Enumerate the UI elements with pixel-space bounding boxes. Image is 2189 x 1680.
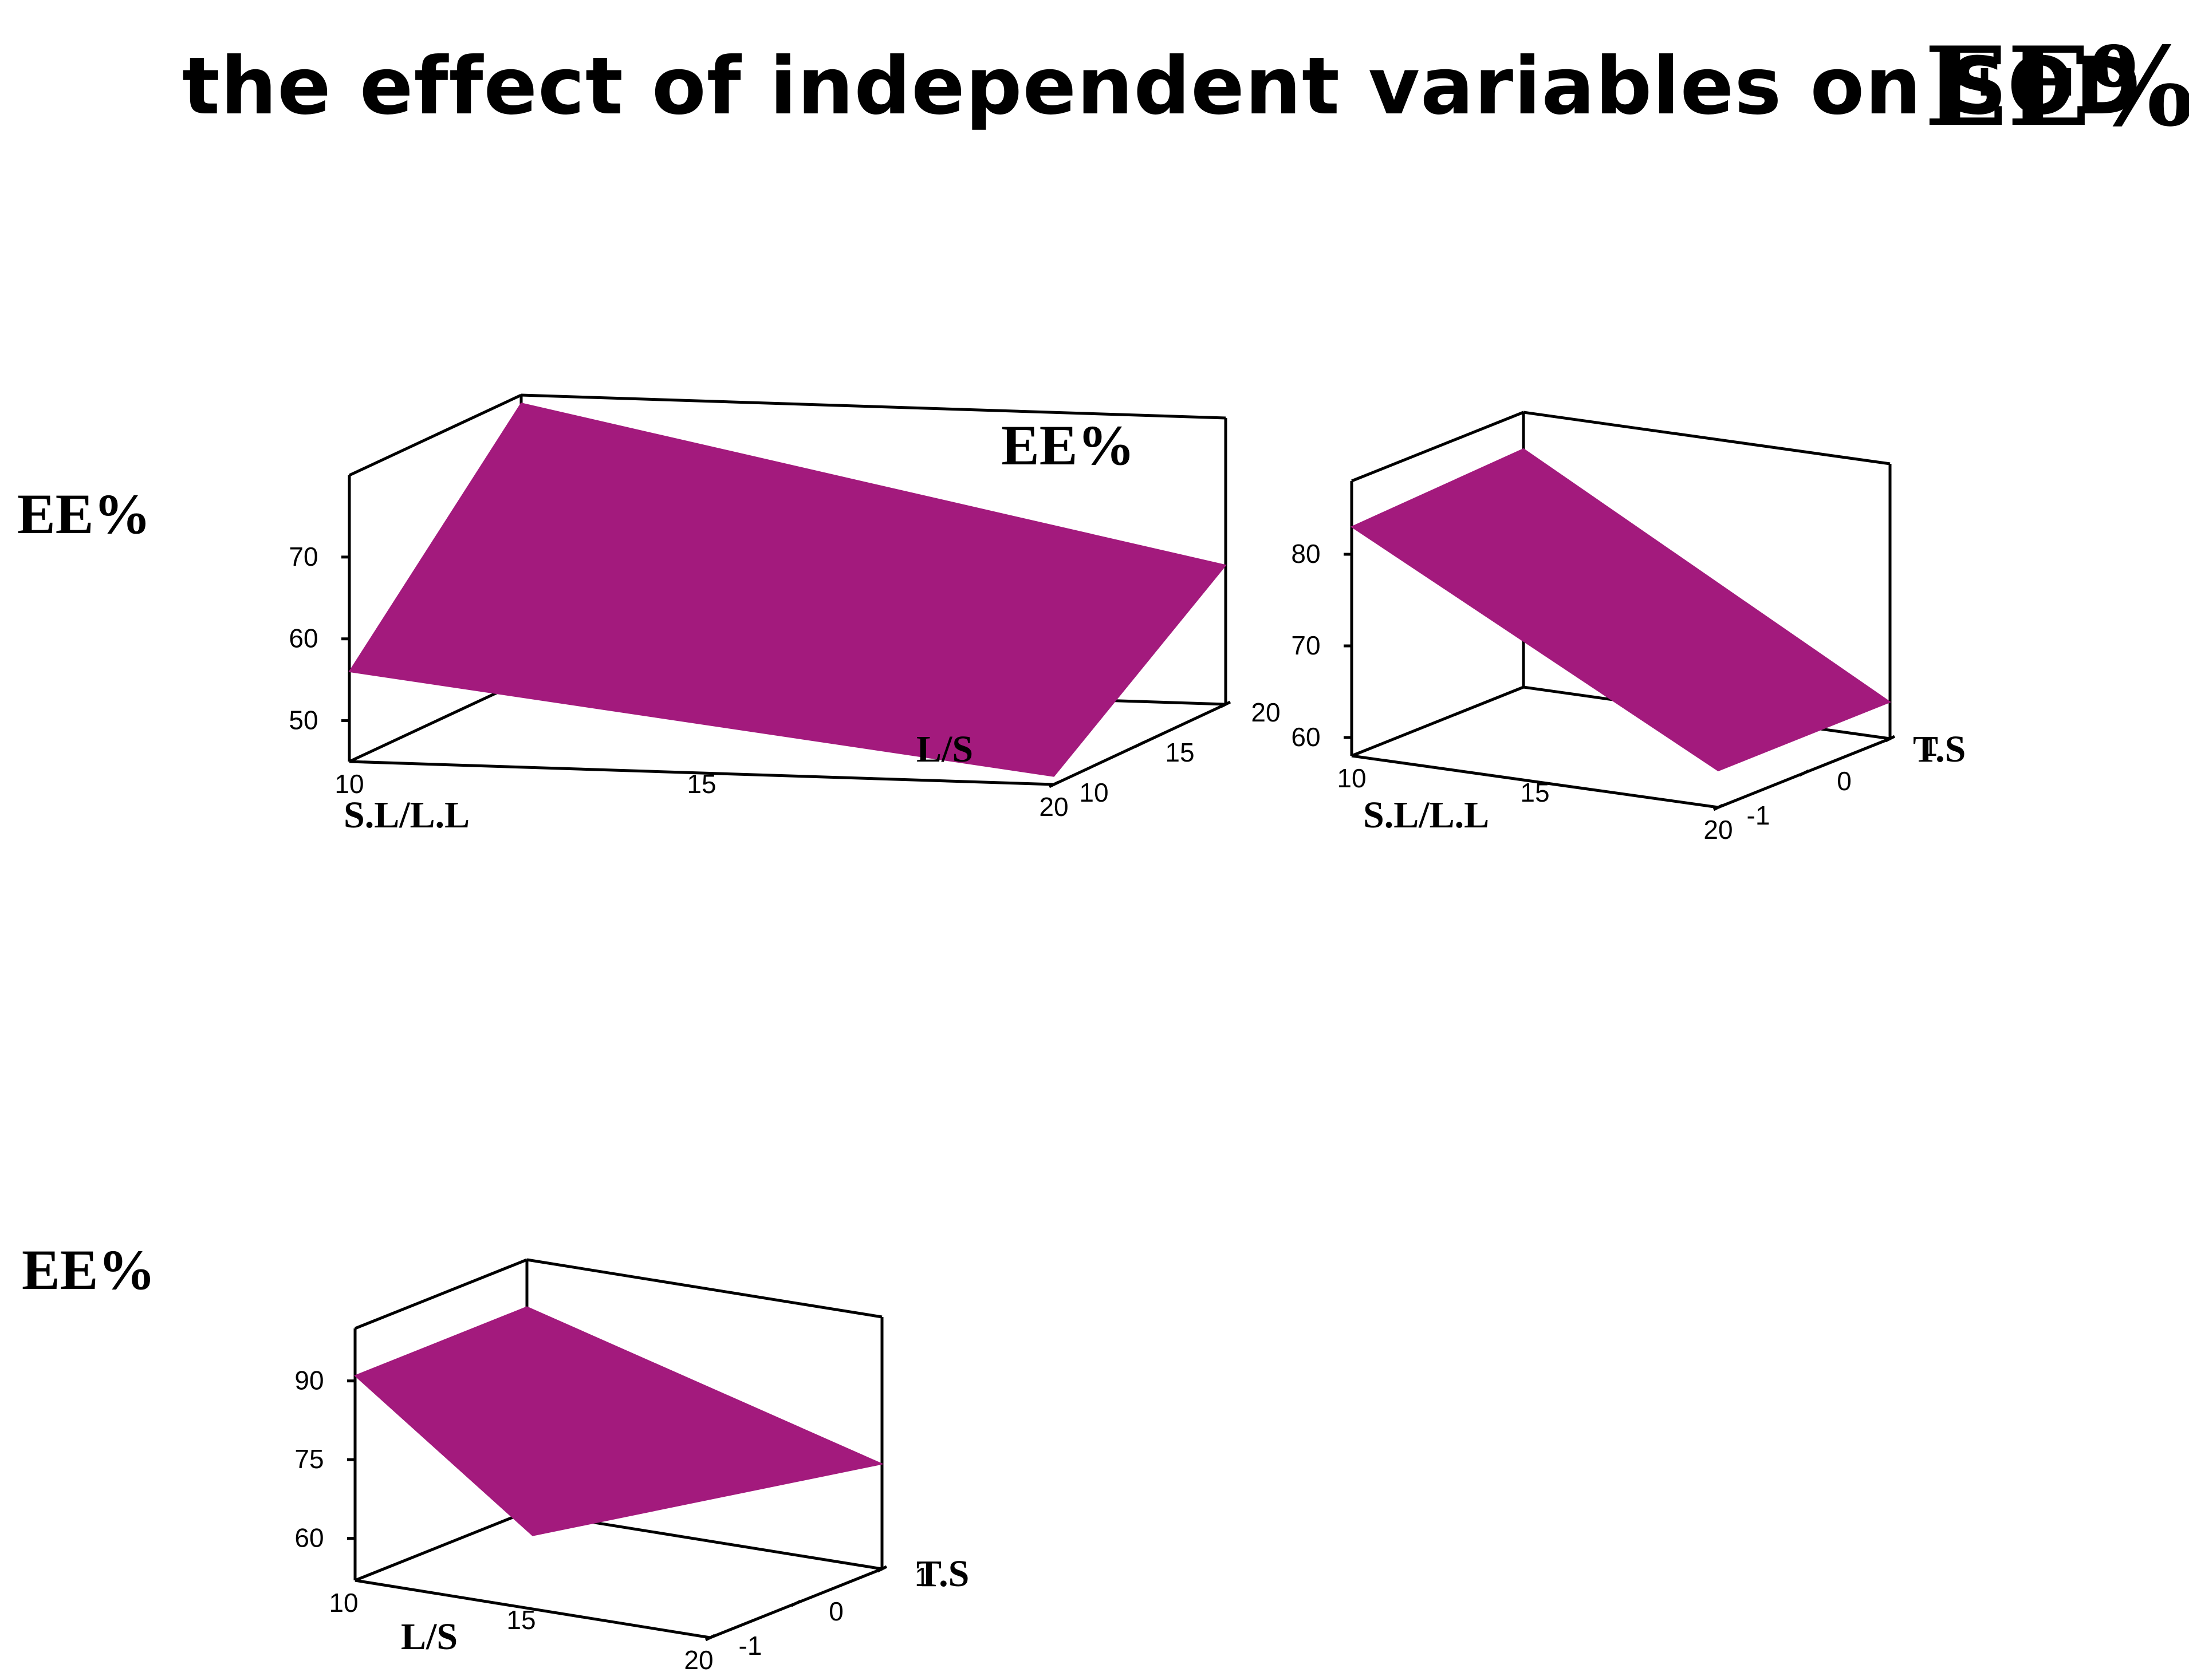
x-tick-label: 20 — [1703, 815, 1733, 845]
y-tick-mark — [1220, 700, 1231, 708]
z-tick-label: 60 — [1291, 722, 1320, 752]
y-tick-label: 0 — [1837, 766, 1852, 796]
box-edge — [521, 393, 1226, 420]
y-tick-mark — [704, 1634, 716, 1642]
y-tick-mark — [1884, 735, 1896, 743]
box-edge — [1351, 411, 1524, 483]
chart-title: the effect of independent variables on S… — [0, 23, 2189, 151]
box-edge — [355, 1258, 527, 1330]
x-tick-label: 20 — [1039, 792, 1068, 822]
y-tick-mark — [1048, 780, 1060, 788]
response-surface — [348, 403, 1227, 777]
box-edge — [355, 1579, 711, 1639]
y-tick-mark — [1712, 803, 1724, 811]
y-tick-label: 0 — [829, 1596, 844, 1626]
plot2-zlabel: EE% — [1001, 413, 1135, 477]
y-tick-label: -1 — [1747, 800, 1770, 830]
box-edge — [1351, 754, 1719, 809]
x-tick-label: 20 — [684, 1645, 713, 1675]
y-tick-label: 10 — [1079, 778, 1108, 807]
box-edge — [526, 1258, 883, 1319]
box-edge — [1351, 685, 1524, 758]
y-tick-mark — [1134, 740, 1145, 748]
y-axis-label: T.S — [916, 1553, 969, 1595]
plot-2: 10 15 20 -1 0 1 60 70 80 S.L/L.L T.S — [1291, 411, 1966, 845]
x-tick-label: 10 — [1337, 763, 1366, 793]
response-surface — [354, 1306, 884, 1536]
box-edge — [348, 393, 522, 477]
x-tick-label: 10 — [329, 1588, 358, 1618]
box-edge — [355, 1510, 527, 1582]
x-tick-label: 15 — [506, 1605, 536, 1635]
z-tick-label: 90 — [294, 1366, 324, 1395]
y-tick-mark — [876, 1565, 888, 1573]
x-axis-label: L/S — [401, 1616, 458, 1658]
title-text: the effect of independent variables on S… — [182, 40, 2141, 132]
title-ee-text: EE% — [1924, 23, 2189, 151]
y-tick-label: 15 — [1165, 738, 1194, 767]
x-axis-label: S.L/L.L — [344, 794, 470, 836]
z-tick-label: 60 — [294, 1523, 324, 1553]
y-tick-label: 1 — [1923, 732, 1938, 762]
y-axis-label: L/S — [916, 728, 973, 770]
plot1-zlabel: EE% — [17, 482, 151, 546]
z-tick-label: 75 — [294, 1444, 324, 1474]
y-tick-mark — [1798, 769, 1810, 777]
y-tick-mark — [790, 1599, 802, 1607]
x-tick-label: 15 — [1520, 778, 1549, 807]
plot-3: 10 15 20 -1 0 1 60 75 90 L/S T.S — [294, 1258, 969, 1675]
plot3-zlabel: EE% — [22, 1238, 156, 1302]
x-tick-label: 10 — [334, 769, 364, 799]
z-tick-label: 70 — [289, 542, 318, 571]
z-tick-label: 80 — [1291, 539, 1320, 569]
x-tick-label: 15 — [687, 769, 716, 799]
z-tick-label: 60 — [289, 624, 318, 653]
z-tick-label: 50 — [289, 705, 318, 735]
box-edge — [349, 760, 1054, 786]
x-axis-label: S.L/L.L — [1363, 794, 1489, 836]
y-tick-label: -1 — [739, 1631, 762, 1661]
response-surface — [1350, 448, 1892, 772]
y-tick-label: 20 — [1251, 697, 1280, 727]
plot-1: 10 15 20 10 15 20 50 60 70 S.L/L.L L/S — [289, 393, 1281, 836]
y-tick-label: 1 — [915, 1562, 930, 1592]
box-edge — [1523, 411, 1891, 466]
y-axis-label: T.S — [1913, 728, 1966, 770]
box-edge — [348, 680, 522, 763]
z-tick-label: 70 — [1291, 630, 1320, 660]
